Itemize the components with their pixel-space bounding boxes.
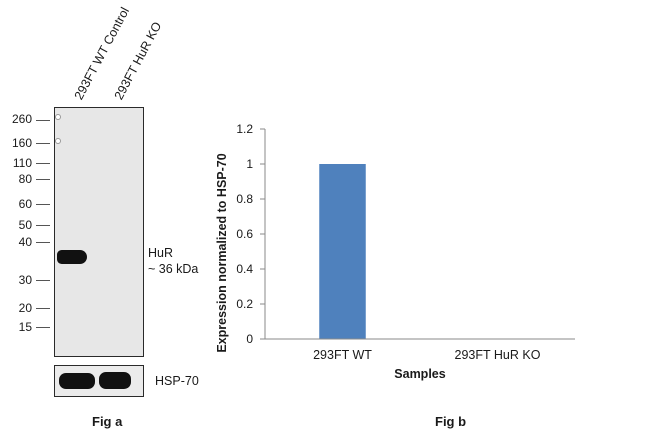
mw-tick-260: [36, 120, 50, 121]
band-hur-wt: [57, 250, 87, 264]
mw-label-160: 160: [11, 136, 32, 150]
mw-tick-20: [36, 308, 50, 309]
y-axis-label: Expression normalized to HSP-70: [215, 153, 229, 352]
marker-spot-160: [55, 138, 61, 144]
y-tick-label: 1.2: [236, 122, 253, 136]
mw-tick-40: [36, 242, 50, 243]
mw-tick-60: [36, 204, 50, 205]
mw-tick-30: [36, 280, 50, 281]
y-tick-label: 0.4: [236, 262, 253, 276]
mw-tick-110: [36, 163, 50, 164]
mw-label-30: 30: [18, 273, 32, 287]
mw-label-60: 60: [18, 197, 32, 211]
band-hsp70-ko: [99, 372, 131, 389]
x-tick-label: 293FT WT: [313, 348, 372, 362]
mw-tick-160: [36, 143, 50, 144]
marker-spot-260: [55, 114, 61, 120]
mw-label-40: 40: [18, 235, 32, 249]
x-tick-label: 293FT HuR KO: [455, 348, 541, 362]
bars: [319, 164, 366, 339]
band-label-size: ~ 36 kDa: [148, 262, 199, 276]
y-axis-ticks: 0 0.2 0.4 0.6 0.8 1 1.2: [236, 122, 265, 346]
mw-label-260: 260: [11, 112, 32, 126]
mw-label-15: 15: [18, 320, 32, 334]
mw-tick-80: [36, 179, 50, 180]
y-tick-label: 0.8: [236, 192, 253, 206]
band-hsp70-wt: [59, 373, 95, 389]
mw-tick-15: [36, 327, 50, 328]
mw-tick-50: [36, 225, 50, 226]
loading-control-label: HSP-70: [155, 374, 199, 388]
mw-label-110: 110: [12, 156, 32, 170]
fig-b-caption: Fig b: [435, 414, 467, 429]
mw-label-20: 20: [18, 301, 32, 315]
x-axis-label: Samples: [394, 367, 445, 381]
y-tick-label: 0.2: [236, 297, 253, 311]
blot-main-panel: [54, 107, 144, 357]
x-axis-tick-labels: 293FT WT 293FT HuR KO: [313, 348, 541, 362]
expression-bar-chart: Expression normalized to HSP-70 00.20.40…: [215, 122, 575, 381]
fig-a-caption: Fig a: [92, 414, 123, 429]
bar-293ft-wt: [319, 164, 366, 339]
y-tick-label: 1: [246, 157, 253, 171]
band-label-hur: HuR: [148, 246, 174, 260]
y-tick-label: 0: [246, 332, 253, 346]
mw-label-80: 80: [18, 172, 32, 186]
mw-label-50: 50: [18, 218, 32, 232]
y-tick-label: 0.6: [236, 227, 253, 241]
